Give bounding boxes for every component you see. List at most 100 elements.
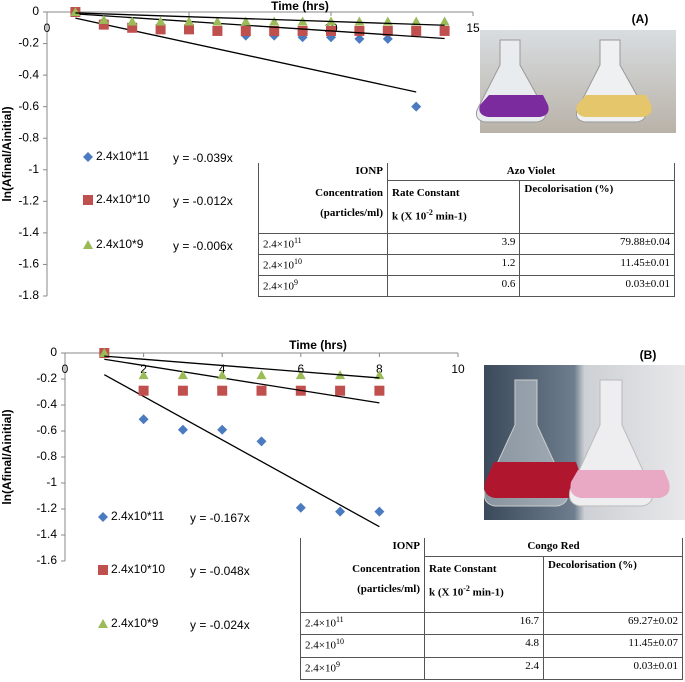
y-axis-title: ln(Afinal/Ainitial) — [0, 409, 14, 504]
equation-label: y = -0.006x — [173, 239, 233, 253]
x-tick-label: 4 — [219, 362, 226, 376]
x-axis-title: Time (hrs) — [271, 0, 329, 13]
cell-text: 3.9 — [501, 235, 516, 248]
legend-label: 2.4x10*10 — [111, 562, 165, 576]
point — [212, 25, 223, 36]
cell: 0.03±0.01 — [543, 656, 683, 681]
x-tick-label: 6 — [297, 362, 304, 376]
cell: 2.4×1010 — [258, 253, 388, 276]
cell-text: 10 — [293, 256, 302, 266]
x-tick-label: 15 — [466, 21, 480, 35]
point — [269, 25, 280, 36]
point — [295, 502, 306, 513]
y-tick-label: -0.6 — [36, 423, 57, 437]
point — [99, 348, 110, 357]
cell-text: 2.4×10 — [263, 238, 294, 251]
header: Rate Constant — [429, 563, 497, 576]
header: IONP — [300, 538, 425, 557]
y-tick-label: -1.2 — [36, 501, 57, 515]
cell: 69.27±0.02 — [543, 611, 683, 636]
cell-text: 11.45±0.01 — [620, 256, 670, 269]
point — [155, 16, 166, 26]
trendline — [75, 12, 445, 26]
equation-label: y = -0.048x — [190, 564, 250, 578]
y-tick-label: -1 — [28, 162, 39, 176]
panel-label: (A) — [632, 12, 649, 26]
y-tick-label: -0.2 — [36, 371, 57, 385]
cell-text: 0.03±0.01 — [633, 659, 678, 672]
legend-marker — [83, 152, 93, 162]
row: 2.4×1010 4.8 11.45±0.07 — [300, 634, 683, 658]
cell-text: 2.4×10 — [305, 617, 336, 630]
cell-text: 9 — [335, 659, 340, 669]
y-tick-label: -1 — [46, 475, 57, 489]
panel-label: (B) — [640, 348, 657, 362]
equation-label: y = -0.012x — [173, 194, 233, 208]
row: 2.4×109 0.6 0.03±0.01 — [258, 274, 675, 298]
legend-marker — [83, 195, 93, 205]
cell: 0.03±0.01 — [519, 274, 675, 298]
legend-label: 2.4x10*10 — [96, 192, 150, 206]
photo-a — [475, 30, 676, 133]
cell-text: 2.4×10 — [263, 259, 294, 272]
header: Rate Constant k (X 10-2 min-1) — [386, 180, 521, 234]
point — [138, 385, 149, 396]
point — [411, 16, 422, 26]
cell: 2.4×109 — [258, 274, 388, 298]
cell-text: 9 — [293, 277, 298, 287]
point — [411, 101, 422, 112]
header: (particles/ml) — [357, 582, 420, 595]
point — [127, 22, 138, 33]
trendline — [104, 358, 380, 404]
cell-text: 10 — [335, 637, 344, 647]
point — [212, 16, 223, 26]
point — [354, 16, 365, 26]
x-tick-label: 8 — [376, 362, 383, 376]
point — [374, 370, 385, 380]
point — [217, 385, 228, 396]
row: 2.4×1011 3.9 79.88±0.04 — [258, 232, 675, 255]
cell: 4.8 — [424, 634, 544, 658]
point — [98, 14, 109, 24]
header: k (X 10 — [429, 586, 464, 599]
point — [439, 16, 450, 26]
cell: 2.4×1011 — [258, 232, 388, 255]
legend-label: 2.4x10*9 — [111, 616, 159, 630]
header: Decolorisation (%) — [519, 180, 675, 234]
point — [184, 16, 194, 26]
x-tick-label: 2 — [140, 362, 147, 376]
cell-text: 11.45±0.07 — [628, 637, 678, 650]
legend-label: 2.4x10*11 — [111, 509, 164, 523]
y-tick-label: -0.6 — [18, 99, 39, 113]
point — [411, 25, 422, 36]
cell-text: 4.8 — [525, 637, 539, 650]
rows: 2.4×1011 3.9 79.88±0.04 2.4×1010 1.2 11.45±0.… — [258, 232, 675, 298]
cell-text: 16.7 — [519, 614, 539, 627]
y-tick-label: -0.4 — [18, 67, 39, 81]
header: Concentration — [352, 562, 420, 575]
y-axis-title: ln(Afinal/Ainitial) — [0, 106, 14, 201]
header: min-1) — [469, 586, 504, 599]
point — [240, 16, 251, 26]
trendline — [75, 13, 445, 40]
point — [335, 385, 346, 396]
point — [184, 24, 194, 35]
header: IONP — [258, 163, 388, 181]
point — [382, 25, 393, 36]
cell-text: 2.4×10 — [263, 280, 294, 293]
point — [374, 506, 385, 517]
equation-label: y = -0.167x — [190, 511, 250, 525]
cell: 11.45±0.01 — [519, 253, 675, 276]
point — [335, 506, 346, 517]
cell-text: 2.4 — [525, 659, 539, 672]
point — [155, 24, 166, 35]
chart: 0-0.2-0.4-0.6-0.8-1-1.2-1.4-1.6-1.805101… — [0, 0, 648, 302]
rows: 2.4×1011 16.7 69.27±0.02 2.4×1010 4.8 11.45±0… — [300, 611, 683, 681]
cell-text: 69.27±0.02 — [627, 614, 678, 627]
point — [382, 33, 393, 44]
point — [177, 370, 188, 380]
y-tick-label: -0.8 — [36, 449, 57, 463]
equation-label: y = -0.039x — [173, 151, 233, 165]
table-a: IONP Azo Violet Concentration (particles/m… — [258, 163, 675, 298]
